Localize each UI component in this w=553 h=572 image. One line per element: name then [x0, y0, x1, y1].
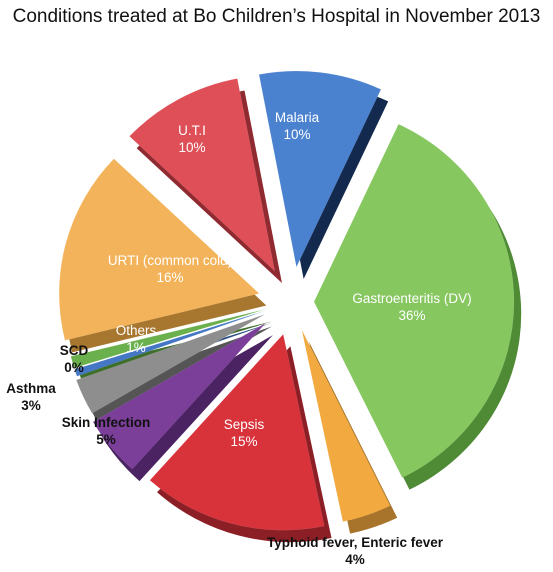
slice-label-scd: SCD: [60, 343, 89, 358]
slice-label-sepsis: Sepsis: [224, 417, 265, 432]
slice-percent-skin-infection: 5%: [96, 432, 116, 447]
slice-scd: [74, 310, 266, 377]
slice-asthma: [76, 314, 265, 414]
slice-skin-infection: [92, 322, 266, 470]
chart-title: Conditions treated at Bo Children’s Hosp…: [12, 6, 541, 27]
slice-label-skin-infection: Skin Infection: [62, 415, 151, 430]
slice-percent-u-t-i: 10%: [178, 140, 205, 155]
slice-tops: [58, 70, 515, 531]
slice-u-t-i: [129, 78, 276, 272]
slice-label-u-t-i: U.T.I: [178, 123, 206, 138]
slice-label-gastroenteritis-dv: Gastroenteritis (DV): [352, 291, 471, 306]
slice-typhoid-fever-enteric-fever: [301, 329, 391, 522]
slice-labels: Gastroenteritis (DV) 36% Typhoid fever, En…: [6, 110, 471, 567]
slice-label-malaria: Malaria: [275, 110, 320, 125]
slice-others: [70, 309, 266, 369]
slice-percent-sepsis: 15%: [230, 434, 257, 449]
slice-label-asthma: Asthma: [6, 381, 56, 396]
slice-percent-scd: 0%: [64, 360, 84, 375]
slice-percent-others: 1%: [126, 340, 146, 355]
slice-label-typhoid-fever-enteric-fever: Typhoid fever, Enteric fever: [267, 535, 444, 550]
slice-label-urti-common-cold: URTI (common cold): [108, 253, 232, 268]
slice-percent-malaria: 10%: [283, 127, 310, 142]
slice-urti-common-cold: [58, 158, 260, 341]
slice-gastroenteritis-dv: [313, 123, 515, 479]
slice-malaria: [258, 70, 382, 268]
slice-label-others: Others: [116, 323, 157, 338]
slice-percent-gastroenteritis-dv: 36%: [398, 308, 425, 323]
slice-percent-urti-common-cold: 16%: [156, 270, 183, 285]
slice-percent-asthma: 3%: [21, 398, 41, 413]
slice-percent-typhoid-fever-enteric-fever: 4%: [345, 552, 365, 567]
slice-sepsis: [149, 333, 325, 531]
